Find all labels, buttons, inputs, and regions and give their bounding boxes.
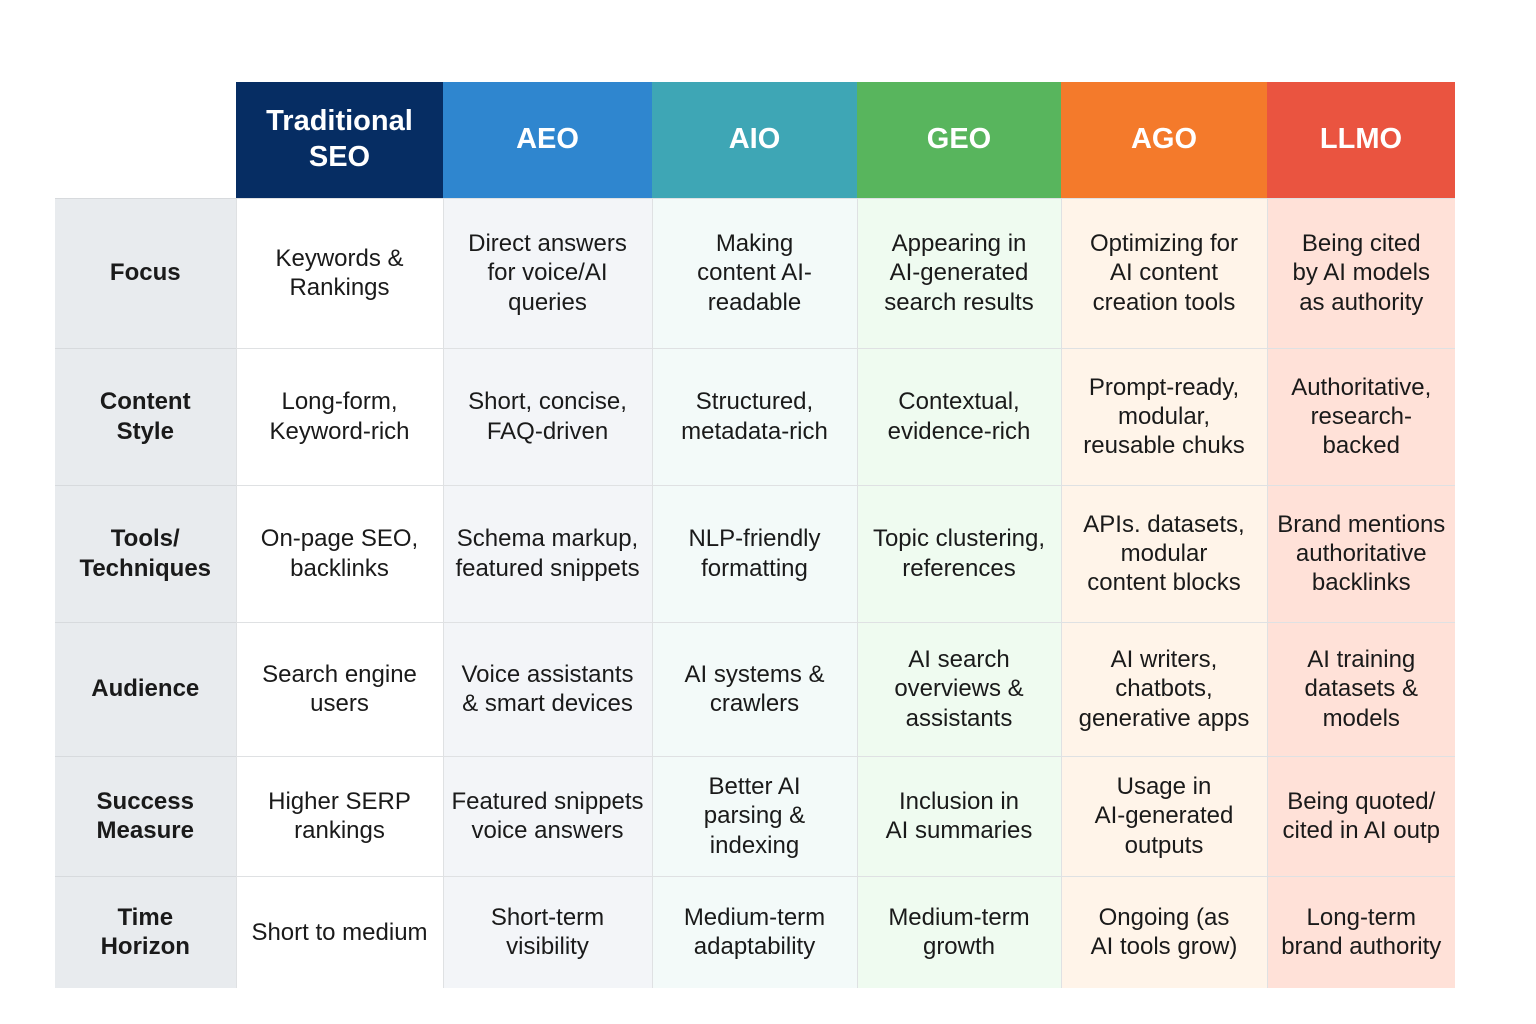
header-row: Traditional SEO AEO AIO GEO AGO LLMO <box>55 82 1455 198</box>
table-cell: Structured, metadata-rich <box>651 347 857 485</box>
table-cell: Schema markup, featured snippets <box>442 484 652 622</box>
column-header-llmo: LLMO <box>1267 82 1455 198</box>
row-header: Success Measure <box>55 755 236 876</box>
row-header: Audience <box>55 621 236 756</box>
table-cell: Keywords & Rankings <box>235 197 443 348</box>
column-header-aeo: AEO <box>443 82 652 198</box>
table-cell: APIs. datasets, modular content blocks <box>1060 484 1267 622</box>
table-cell: Authoritative, research- backed <box>1266 347 1455 485</box>
row-header: Time Horizon <box>55 875 236 988</box>
table-cell: Featured snippets voice answers <box>442 755 652 876</box>
table-cell: Long-form, Keyword-rich <box>235 347 443 485</box>
table-cell: Prompt-ready, modular, reusable chuks <box>1060 347 1267 485</box>
table-cell: Medium-term adaptability <box>651 875 857 988</box>
table-cell: Medium-term growth <box>856 875 1061 988</box>
table-cell: Direct answers for voice/AI queries <box>442 197 652 348</box>
table-cell: Better AI parsing & indexing <box>651 755 857 876</box>
table-cell: Usage in AI-generated outputs <box>1060 755 1267 876</box>
table-cell: Being quoted/ cited in AI outp <box>1266 755 1455 876</box>
table-row: Focus Keywords & Rankings Direct answers f… <box>55 197 1455 348</box>
table-cell: Optimizing for AI content creation tools <box>1060 197 1267 348</box>
column-header-aio: AIO <box>652 82 857 198</box>
table-cell: NLP-friendly formatting <box>651 484 857 622</box>
table-row: Audience Search engine users Voice assista… <box>55 621 1455 756</box>
table-cell: Voice assistants & smart devices <box>442 621 652 756</box>
table-cell: AI systems & crawlers <box>651 621 857 756</box>
row-header: Focus <box>55 197 236 348</box>
table-cell: On-page SEO, backlinks <box>235 484 443 622</box>
table-cell: Topic clustering, references <box>856 484 1061 622</box>
table-body: Focus Keywords & Rankings Direct answers f… <box>55 197 1455 988</box>
table-cell: Making content AI- readable <box>651 197 857 348</box>
table-cell: Contextual, evidence-rich <box>856 347 1061 485</box>
corner-cell <box>55 82 236 198</box>
table-row: Content Style Long-form, Keyword-rich Shor… <box>55 347 1455 485</box>
table-cell: Search engine users <box>235 621 443 756</box>
column-header-traditional-seo: Traditional SEO <box>236 82 443 198</box>
column-header-ago: AGO <box>1061 82 1267 198</box>
table-cell: Brand mentions authoritative backlinks <box>1266 484 1455 622</box>
row-header: Tools/ Techniques <box>55 484 236 622</box>
table-cell: AI writers, chatbots, generative apps <box>1060 621 1267 756</box>
table-cell: Being cited by AI models as authority <box>1266 197 1455 348</box>
table-cell: AI training datasets & models <box>1266 621 1455 756</box>
table-cell: Inclusion in AI summaries <box>856 755 1061 876</box>
table-cell: Short-term visibility <box>442 875 652 988</box>
table-row: Success Measure Higher SERP rankings Featu… <box>55 755 1455 876</box>
table-cell: Short to medium <box>235 875 443 988</box>
table-cell: Appearing in AI-generated search results <box>856 197 1061 348</box>
row-header: Content Style <box>55 347 236 485</box>
table-row: Tools/ Techniques On-page SEO, backlinks S… <box>55 484 1455 622</box>
table-cell: Short, concise, FAQ-driven <box>442 347 652 485</box>
table-cell: AI search overviews & assistants <box>856 621 1061 756</box>
column-header-geo: GEO <box>857 82 1061 198</box>
table-cell: Long-term brand authority <box>1266 875 1455 988</box>
table-row: Time Horizon Short to medium Short-term vi… <box>55 875 1455 988</box>
table-cell: Higher SERP rankings <box>235 755 443 876</box>
table-cell: Ongoing (as AI tools grow) <box>1060 875 1267 988</box>
comparison-table: Traditional SEO AEO AIO GEO AGO LLMO Focus Key… <box>55 82 1455 988</box>
